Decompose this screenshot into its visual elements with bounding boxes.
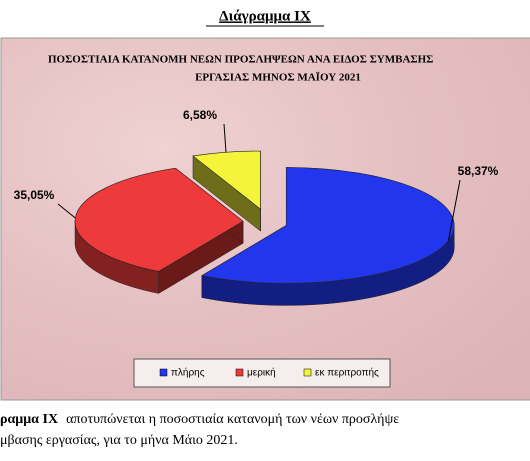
legend-label: μερική <box>247 367 276 379</box>
slice <box>74 167 244 272</box>
data-label: 58,37% <box>458 164 499 178</box>
leader-line <box>57 203 76 219</box>
caption-text: αποτυπώνεται η ποσοστιαία κατανομή των ν… <box>66 412 399 427</box>
chart-title: ΕΡΓΑΣΙΑΣ ΜΗΝΟΣ ΜΑΪΟΥ 2021 <box>195 71 361 84</box>
caption-lead: ραμμα IX <box>0 412 58 427</box>
legend-swatch <box>159 368 168 377</box>
legend-swatch <box>235 368 244 377</box>
slice <box>192 150 261 210</box>
data-label: 35,05% <box>14 188 55 202</box>
heading: Διάγραμμα IX <box>219 8 311 24</box>
legend <box>133 358 391 388</box>
chart-title: ΠΟΣΟΣΤΙΑΙΑ ΚΑΤΑΝΟΜΗ ΝΕΩΝ ΠΡΟΣΛΗΨΕΩΝ ΑΝΑ … <box>48 54 433 66</box>
caption: ραμμα IX αποτυπώνεται η ποσοστιαία κατανο… <box>0 412 399 427</box>
leader-line <box>223 123 227 153</box>
slice <box>201 167 455 284</box>
legend-label: πλήρης <box>171 367 205 379</box>
caption: μβασης εργασίας, για το μήνα Μάιο 2021. <box>0 433 238 448</box>
legend-label: εκ περιτροπής <box>315 367 379 379</box>
legend-items: πλήρης μερική εκ περιτροπής <box>159 367 379 379</box>
legend-swatch <box>303 368 312 377</box>
pie: 58,37% 35,05% 6,58% <box>14 108 499 306</box>
data-label: 6,58% <box>183 108 217 122</box>
leader-line <box>447 179 461 241</box>
